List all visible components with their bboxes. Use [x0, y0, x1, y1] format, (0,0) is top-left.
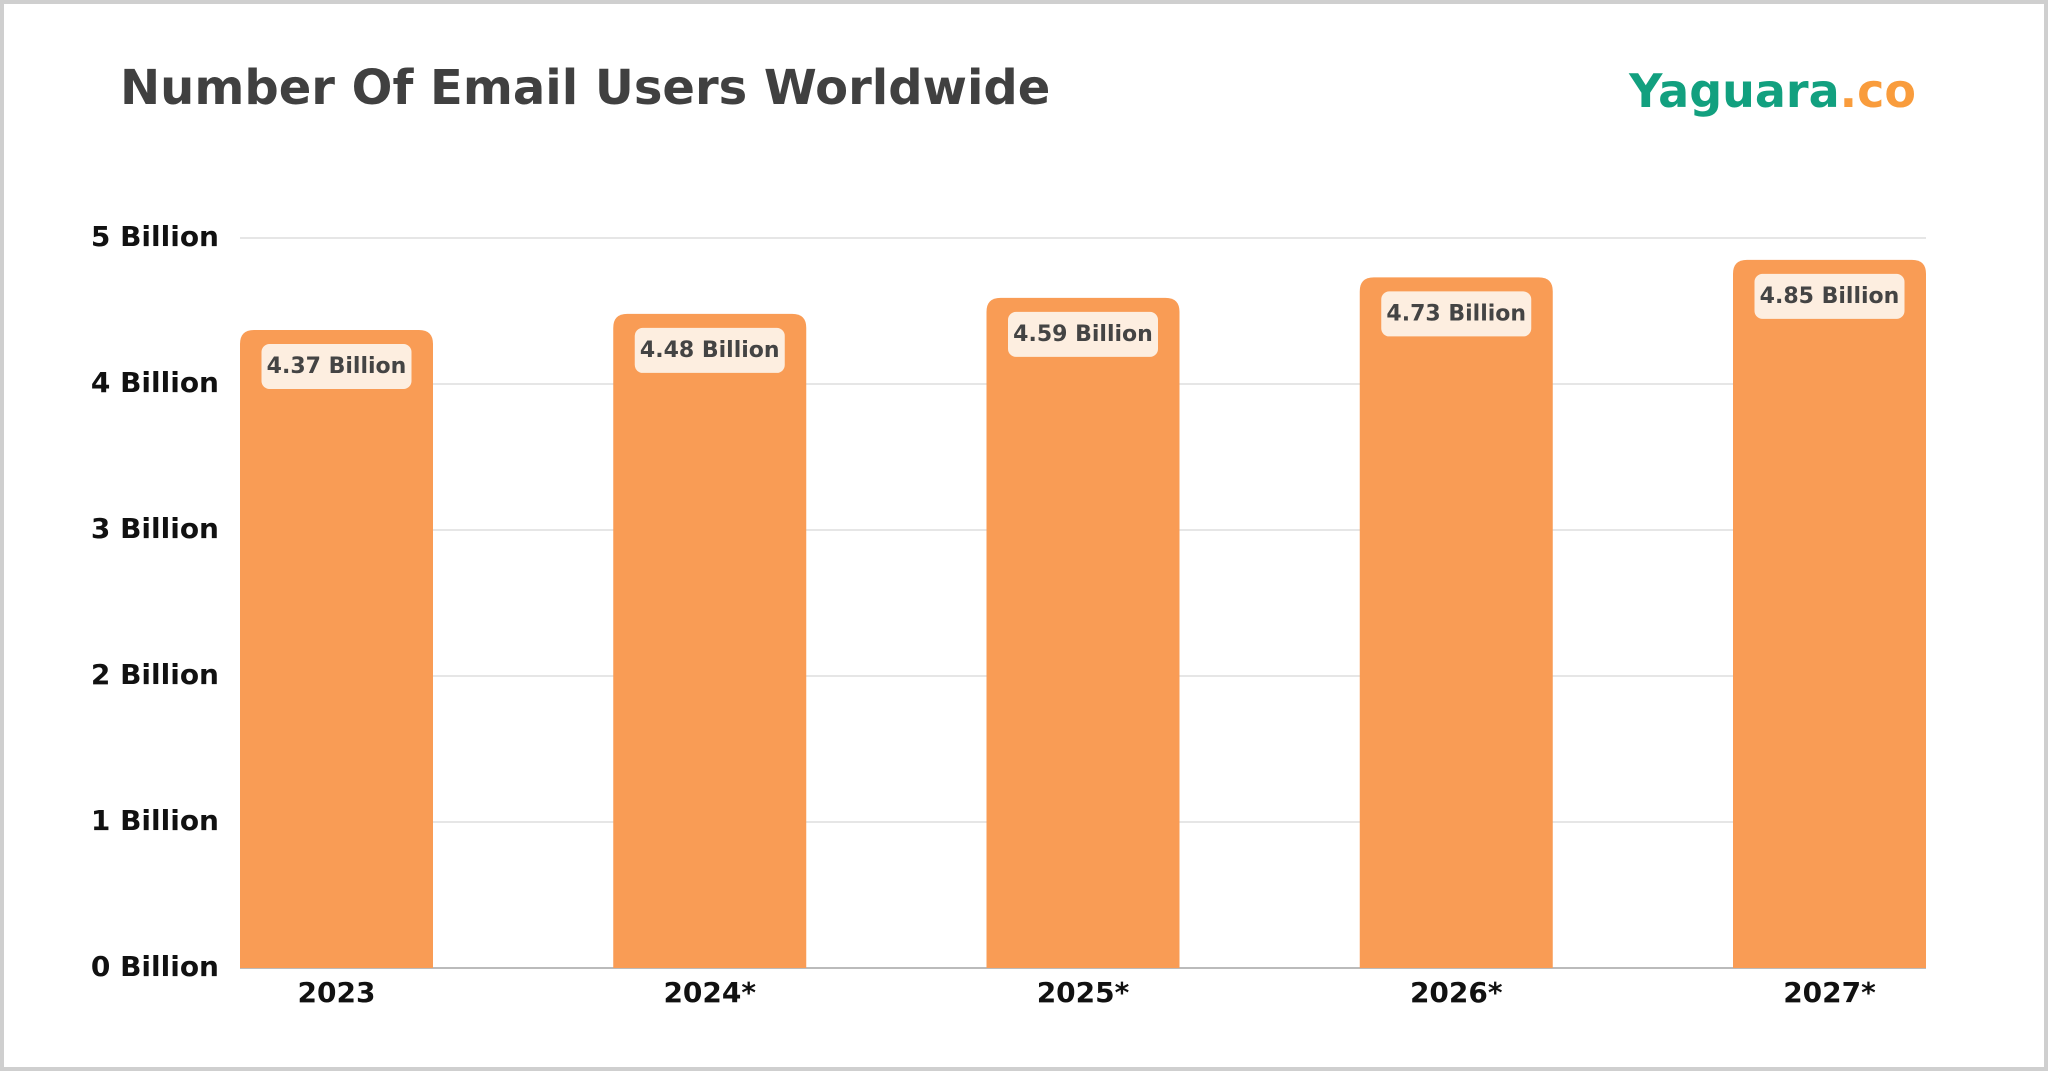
value-label: 4.48 Billion	[640, 338, 780, 363]
y-tick-label: 5 Billion	[91, 220, 219, 253]
x-tick-label: 2025*	[1037, 976, 1130, 1009]
x-tick-label: 2027*	[1783, 976, 1876, 1009]
x-tick-label: 2023	[298, 976, 376, 1009]
bar	[986, 297, 1180, 968]
chart-title: Number Of Email Users Worldwide	[120, 60, 1050, 116]
logo: Yaguara.co	[1628, 64, 1916, 118]
value-label: 4.37 Billion	[267, 354, 407, 379]
y-tick-label: 0 Billion	[91, 950, 219, 983]
bar	[240, 329, 433, 969]
y-tick-label: 4 Billion	[91, 366, 219, 399]
bar	[1359, 277, 1553, 968]
y-tick-label: 2 Billion	[91, 658, 219, 691]
value-label-box	[261, 343, 412, 389]
value-label-box	[634, 327, 785, 373]
logo-suffix: .co	[1840, 64, 1916, 118]
value-label: 4.73 Billion	[1386, 301, 1526, 326]
x-tick-label: 2026*	[1410, 976, 1503, 1009]
bar	[1733, 259, 1926, 968]
logo-name: Yaguara	[1628, 64, 1840, 118]
y-tick-label: 1 Billion	[91, 804, 219, 837]
y-tick-label: 3 Billion	[91, 512, 219, 545]
value-label: 4.85 Billion	[1760, 284, 1900, 309]
value-label: 4.59 Billion	[1013, 322, 1153, 347]
x-tick-label: 2024*	[663, 976, 756, 1009]
value-label-box	[1754, 273, 1905, 319]
value-label-box	[1008, 311, 1158, 357]
bar	[613, 313, 807, 968]
value-label-box	[1381, 291, 1532, 337]
